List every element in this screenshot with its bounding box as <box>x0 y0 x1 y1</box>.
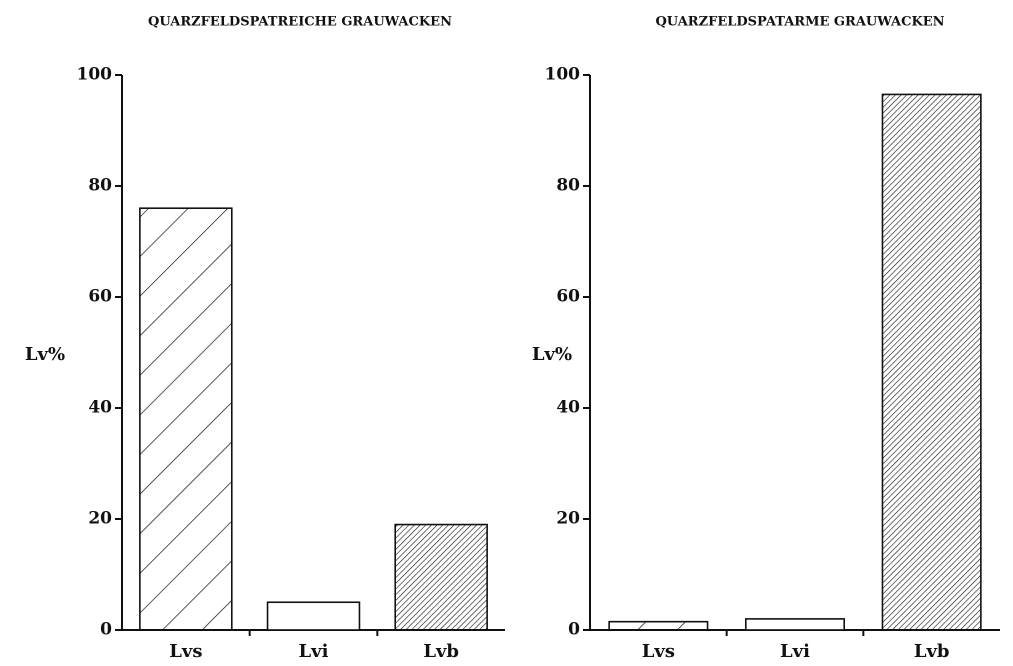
x-tick-label: Lvi <box>299 641 329 662</box>
y-tick-label: 80 <box>88 176 112 196</box>
y-tick-label: 0 <box>568 620 580 640</box>
y-tick-label: 60 <box>556 287 580 307</box>
x-tick-label: Lvs <box>169 641 202 662</box>
chart-title: QUARZFELDSPATARME GRAUWACKEN <box>655 15 944 30</box>
y-tick-label: 40 <box>556 398 580 418</box>
y-tick-label: 20 <box>88 509 112 529</box>
x-tick-label: Lvb <box>914 641 950 662</box>
x-tick-label: Lvb <box>423 641 459 662</box>
bar <box>139 207 233 631</box>
y-tick-label: 20 <box>556 509 580 529</box>
x-tick-label: Lvs <box>642 641 675 662</box>
y-tick-label: 100 <box>77 65 113 85</box>
y-tick-label: 100 <box>545 65 581 85</box>
bar <box>266 601 361 631</box>
x-tick-label: Lvi <box>780 641 810 662</box>
bar <box>394 523 488 631</box>
y-tick-label: 0 <box>100 620 112 640</box>
y-tick-label: 60 <box>88 287 112 307</box>
y-axis-label: Lv% <box>532 344 572 365</box>
bar <box>608 620 709 631</box>
y-tick-label: 40 <box>88 398 112 418</box>
chart-title: QUARZFELDSPATREICHE GRAUWACKEN <box>148 15 452 30</box>
y-axis-label: Lv% <box>25 344 65 365</box>
y-tick-label: 80 <box>556 176 580 196</box>
bar <box>744 618 845 631</box>
bar <box>881 93 982 631</box>
